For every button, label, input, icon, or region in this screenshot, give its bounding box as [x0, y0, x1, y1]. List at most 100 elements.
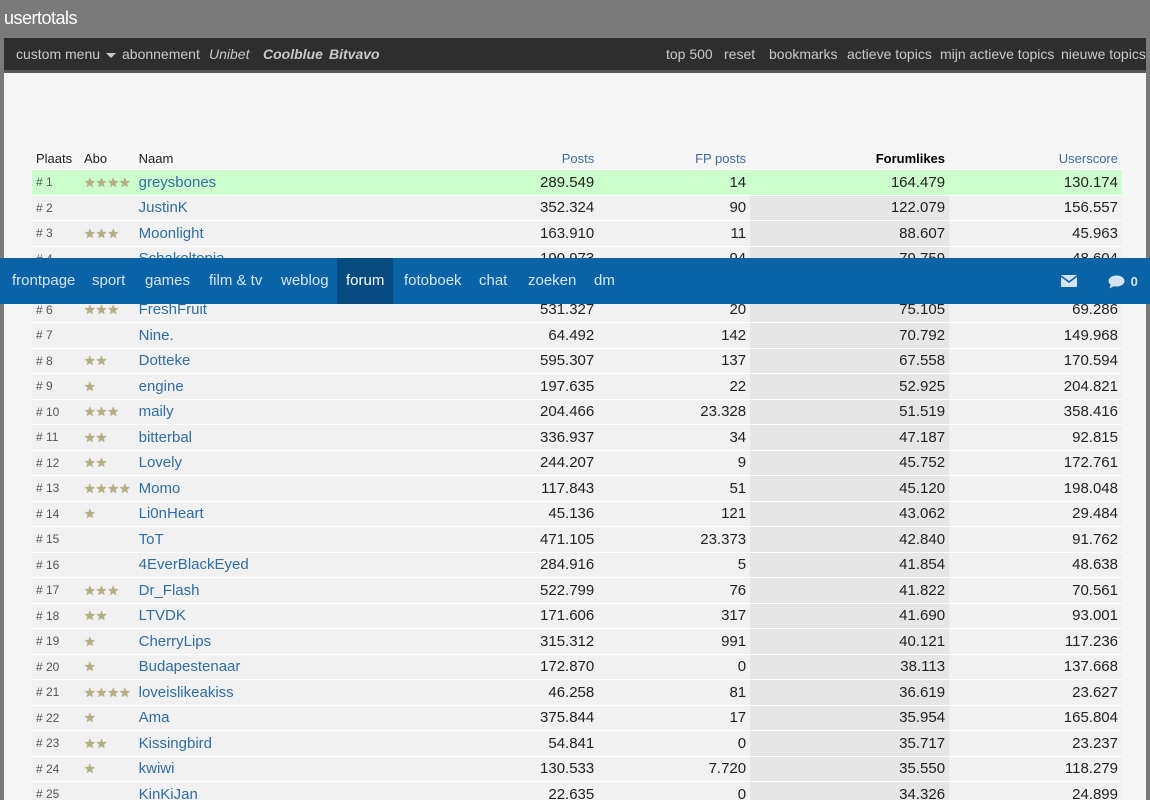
abo-cell — [80, 551, 135, 578]
abo-cell: ★ — [80, 653, 135, 680]
actieve-topics-link[interactable]: actieve topics — [847, 46, 932, 62]
username-link[interactable]: ToT — [134, 526, 439, 552]
table-row: # 7 Nine. 64.492 142 70.792 149.968 — [32, 322, 1122, 348]
nav-games[interactable]: games — [145, 272, 191, 289]
table-row: # 19 ★ CherryLips 315.312 991 40.121 117.236 — [32, 628, 1122, 654]
nav-chat[interactable]: chat — [479, 272, 508, 289]
username-link[interactable]: bitterbal — [134, 424, 439, 450]
userscore-cell: 48.638 — [949, 551, 1122, 578]
username-link[interactable]: loveislikeakiss — [134, 679, 439, 705]
username-link[interactable]: CherryLips — [134, 628, 439, 654]
chat-button[interactable]: 0 — [1108, 273, 1138, 289]
nav-fotoboek[interactable]: fotoboek — [404, 272, 462, 289]
username-link[interactable]: Ama — [134, 704, 439, 731]
username-link[interactable]: KinKiJan — [134, 781, 439, 800]
forumlikes-cell: 34.326 — [750, 781, 950, 800]
table-row: # 14 ★ Li0nHeart 45.136 121 43.062 29.484 — [32, 500, 1122, 527]
abonnement-link[interactable]: abonnement — [122, 46, 200, 62]
star-icon: ★ — [107, 480, 119, 496]
username-link[interactable]: greysbones — [134, 169, 439, 195]
abo-stars-icon: ★ ★ — [84, 456, 107, 469]
forumlikes-cell: 122.079 — [750, 194, 950, 221]
username-link[interactable]: Lovely — [134, 449, 439, 476]
posts-cell: 336.937 — [438, 424, 599, 450]
star-icon: ★ — [118, 684, 131, 700]
nieuwe-topics-link[interactable]: nieuwe topics — [1061, 46, 1146, 62]
nav-zoeken[interactable]: zoeken — [528, 272, 577, 289]
top-menu: custom menu abonnement Unibet Coolblue B… — [4, 38, 1146, 73]
nav-sport[interactable]: sport — [92, 272, 126, 289]
table-row: # 1 ★ ★ ★ ★ greysbones 289.549 14 164.479 130.174 — [32, 169, 1122, 195]
star-icon: ★ — [84, 684, 96, 700]
plaats-cell: # 15 — [32, 526, 80, 552]
abo-stars-icon: ★ — [84, 710, 96, 726]
posts-cell: 289.549 — [438, 169, 599, 195]
header-fp-posts[interactable]: FP posts — [695, 151, 747, 166]
username-link[interactable]: JustinK — [134, 194, 439, 221]
envelope-icon[interactable] — [1060, 274, 1078, 292]
star-icon: ★ — [84, 480, 96, 496]
fp-posts-cell: 23.328 — [598, 398, 751, 425]
star-icon: ★ — [84, 302, 96, 318]
username-link[interactable]: Momo — [134, 475, 439, 501]
userscore-cell: 93.001 — [949, 602, 1122, 629]
username-link[interactable]: 4EverBlackEyed — [134, 551, 439, 578]
username-link[interactable]: LTVDK — [134, 602, 439, 629]
unibet-link[interactable]: Unibet — [209, 46, 250, 62]
username-link[interactable]: Dotteke — [134, 347, 439, 374]
forumlikes-cell: 41.854 — [750, 551, 950, 578]
star-icon: ★ — [84, 710, 96, 726]
userscore-cell: 149.968 — [949, 322, 1122, 348]
username-link[interactable]: Nine. — [134, 322, 439, 348]
forumlikes-cell: 70.792 — [750, 322, 950, 348]
plaats-cell: # 8 — [32, 347, 80, 374]
star-icon: ★ — [84, 659, 96, 675]
table-row: # 24 ★ kwiwi 130.533 7.720 35.550 118.279 — [32, 755, 1122, 782]
userscore-cell: 172.761 — [949, 449, 1122, 476]
username-link[interactable]: Dr_Flash — [134, 577, 439, 603]
username-link[interactable]: Kissingbird — [134, 730, 439, 756]
header-userscore[interactable]: Userscore — [1058, 151, 1118, 166]
forumlikes-cell: 41.690 — [750, 602, 950, 629]
mijn-actieve-topics-link[interactable]: mijn actieve topics — [940, 46, 1055, 62]
fp-posts-cell: 51 — [598, 475, 751, 501]
username-link[interactable]: Li0nHeart — [134, 500, 439, 527]
table-row: # 22 ★ Ama 375.844 17 35.954 165.804 — [32, 704, 1122, 731]
username-link[interactable]: kwiwi — [134, 755, 439, 782]
chat-count: 0 — [1130, 274, 1138, 290]
forumlikes-cell: 88.607 — [750, 220, 950, 246]
table-header-row: Plaats Abo Naam Posts FP posts Forumlike… — [32, 144, 1122, 170]
nav-forum[interactable]: forum — [337, 258, 394, 304]
table-row: # 10 ★ ★ ★ maily 204.466 23.328 51.519 358.416 — [32, 398, 1122, 425]
abo-cell: ★ ★ ★ — [80, 220, 135, 246]
star-icon: ★ — [84, 761, 96, 777]
abo-stars-icon: ★ — [84, 635, 96, 648]
plaats-cell: # 18 — [32, 602, 80, 629]
table-row: # 16 4EverBlackEyed 284.916 5 41.854 48.638 — [32, 551, 1122, 578]
coolblue-link[interactable]: Coolblue — [263, 46, 323, 62]
bitvavo-link[interactable]: Bitvavo — [329, 46, 380, 62]
header-forumlikes[interactable]: Forumlikes — [875, 151, 946, 166]
custom-menu-dropdown[interactable]: custom menu — [16, 46, 117, 62]
forumlikes-cell: 47.187 — [750, 424, 950, 450]
nav-frontpage[interactable]: frontpage — [12, 272, 76, 289]
bookmarks-link[interactable]: bookmarks — [769, 46, 838, 62]
nav-film-tv[interactable]: film & tv — [209, 272, 263, 289]
star-icon: ★ — [95, 429, 108, 445]
reset-link[interactable]: reset — [724, 46, 756, 62]
nav-dm[interactable]: dm — [594, 272, 615, 289]
header-posts[interactable]: Posts — [561, 151, 595, 166]
abo-cell: ★ ★ — [80, 449, 135, 476]
top500-link[interactable]: top 500 — [666, 46, 713, 62]
posts-cell: 284.916 — [438, 551, 599, 578]
username-link[interactable]: Moonlight — [134, 220, 439, 246]
fp-posts-cell: 0 — [598, 653, 751, 680]
username-link[interactable]: engine — [134, 373, 439, 399]
username-link[interactable]: Budapestenaar — [134, 653, 439, 680]
userscore-cell: 156.557 — [949, 194, 1122, 221]
userscore-cell: 170.594 — [949, 347, 1122, 374]
abo-stars-icon: ★ ★ ★ ★ — [84, 480, 131, 496]
nav-weblog[interactable]: weblog — [281, 272, 329, 289]
username-link[interactable]: maily — [134, 398, 439, 425]
posts-cell: 46.258 — [438, 679, 599, 705]
